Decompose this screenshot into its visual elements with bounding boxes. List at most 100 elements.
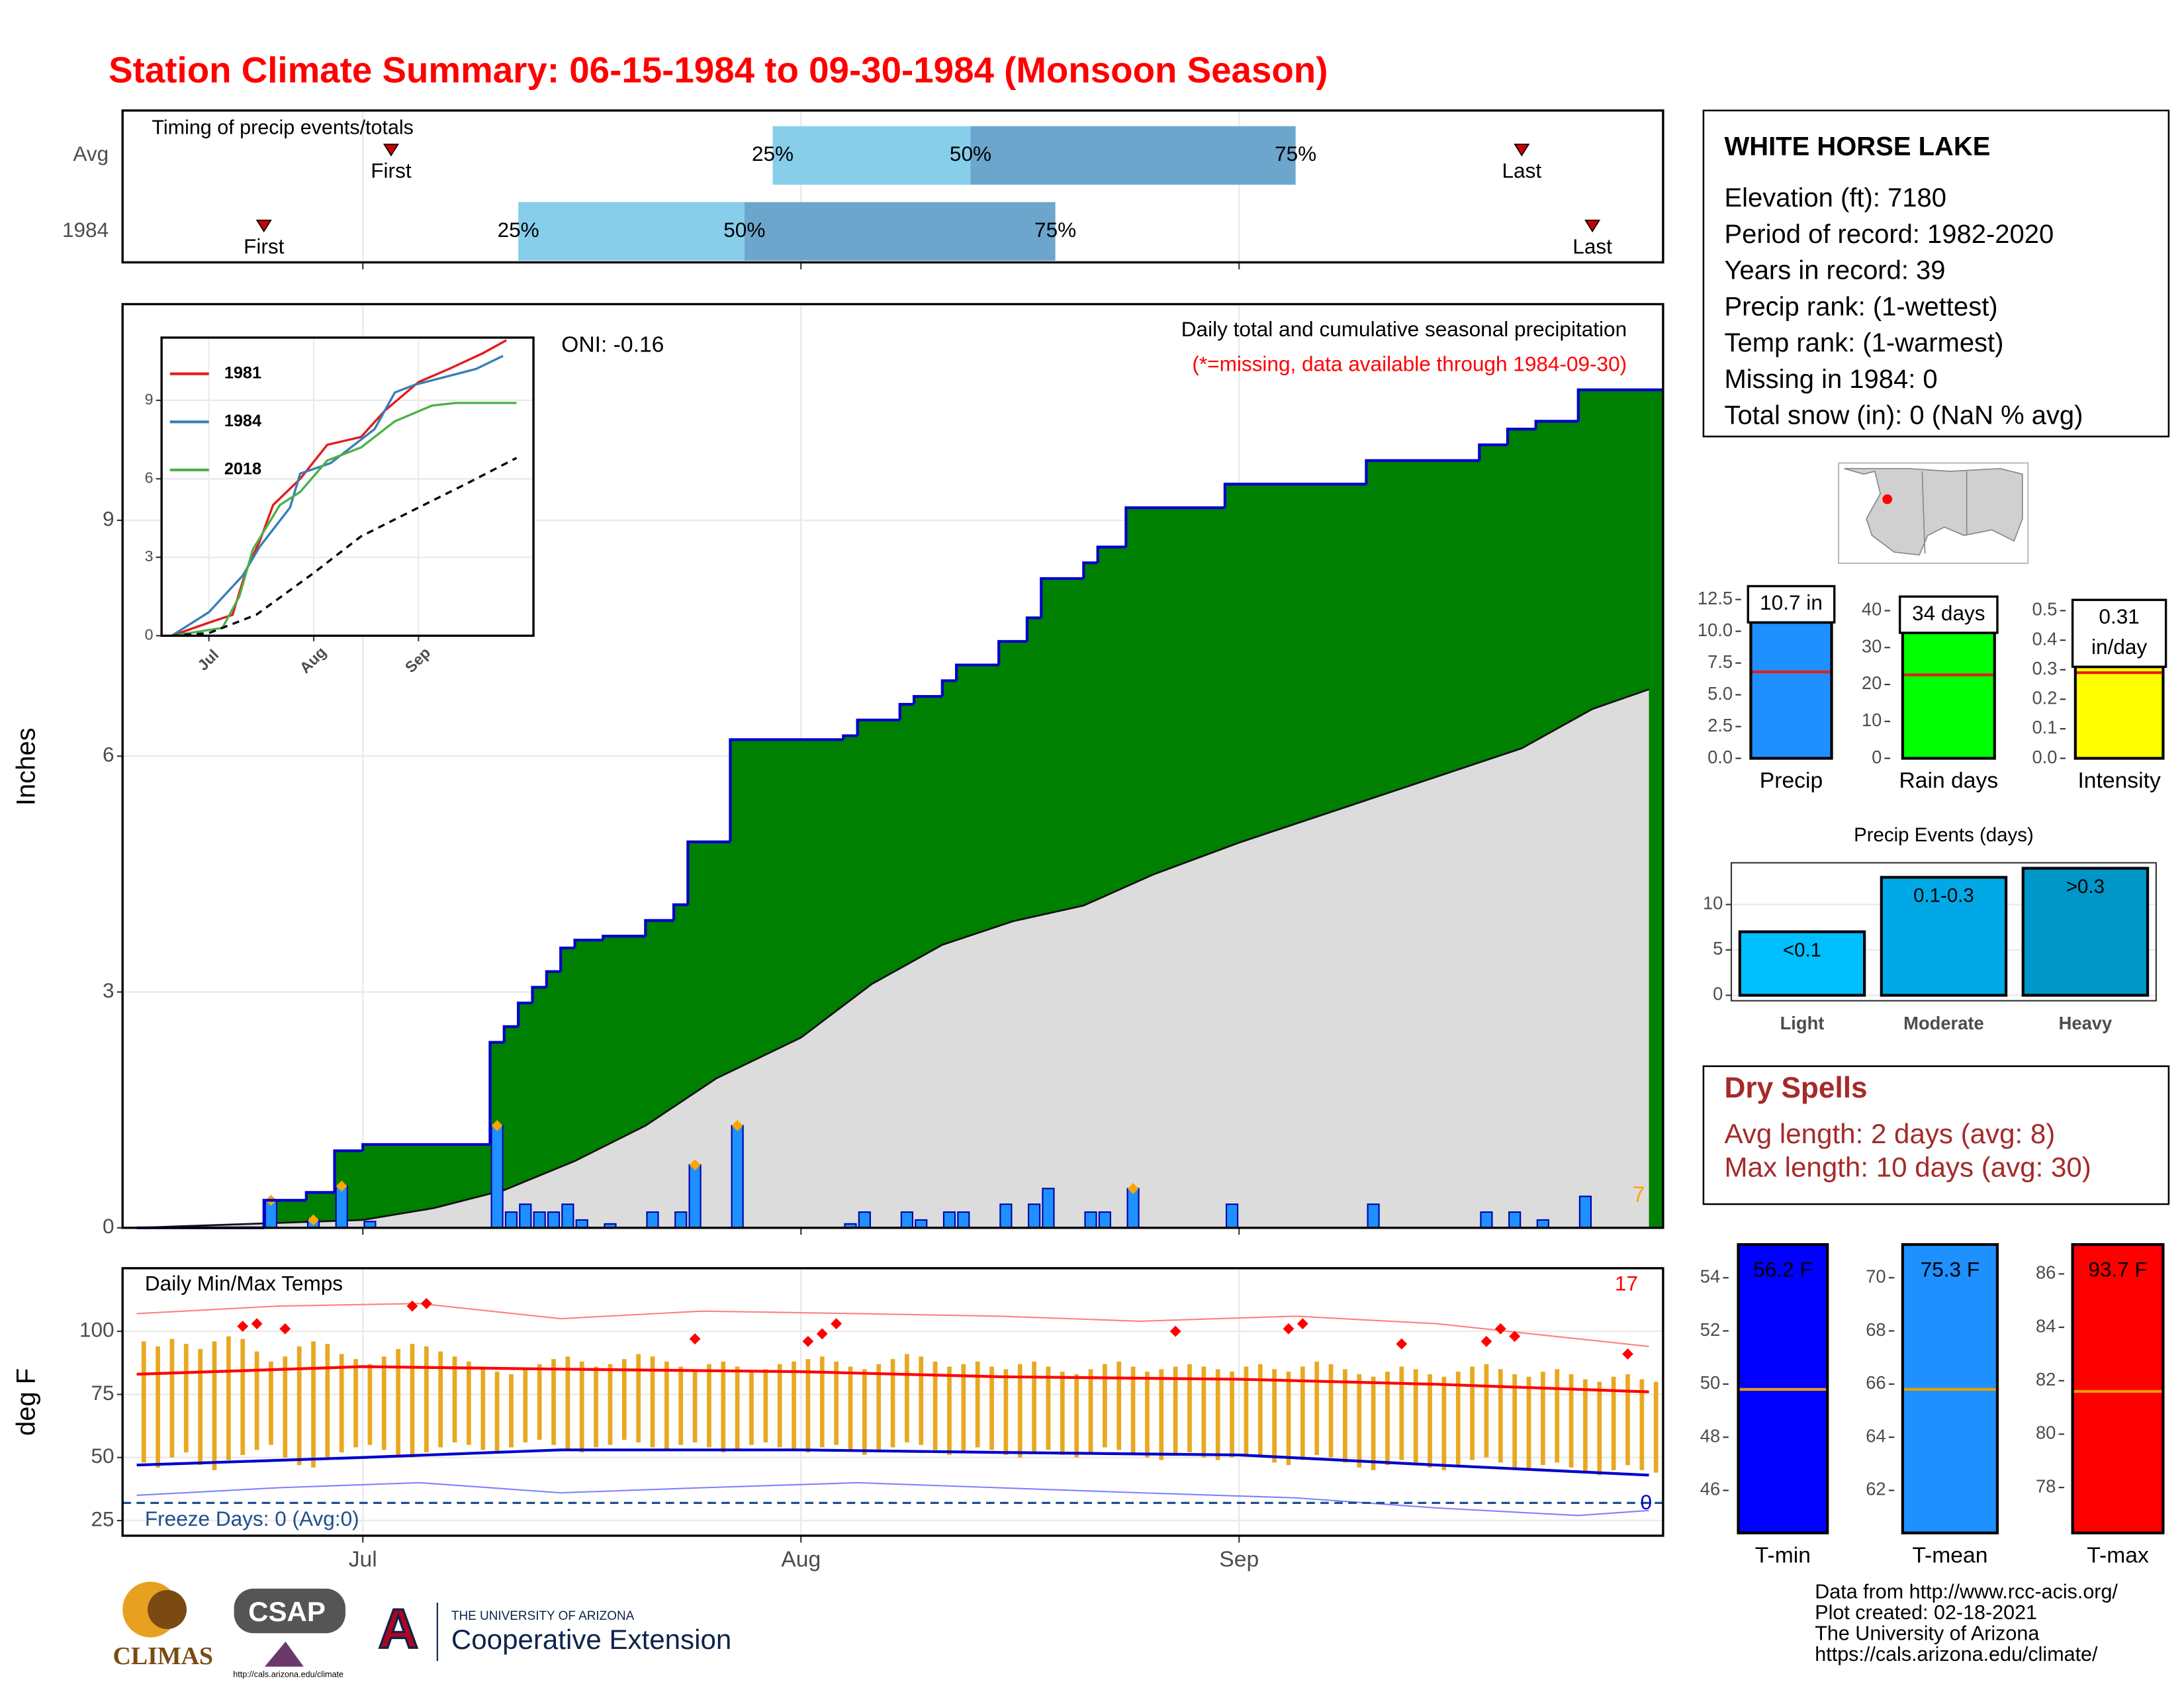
page-title: Station Climate Summary: 06-15-1984 to 0… — [109, 50, 1328, 91]
y-tick-label: 9 — [103, 506, 114, 530]
logo-csap: CSAP — [248, 1596, 326, 1627]
y-tick-label: 10 — [1862, 710, 1882, 730]
category-label: Heavy — [2059, 1013, 2113, 1033]
daily-bar — [900, 1211, 913, 1229]
cumulative-step — [1365, 459, 1480, 485]
y-tick-label: 40 — [1862, 599, 1882, 620]
station-line: Precip rank: (1-wettest) — [1724, 292, 1997, 321]
cumulative-step — [955, 663, 999, 681]
timing-frame — [121, 109, 1664, 264]
cumulative-step — [1478, 443, 1508, 461]
quantile-label: 75% — [1034, 218, 1076, 242]
y-tick-label: 9 — [145, 391, 154, 408]
y-tick-label: 70 — [1866, 1266, 1886, 1286]
bar — [2071, 1243, 2165, 1534]
cumulative-step — [602, 935, 646, 941]
logo-university: THE UNIVERSITY OF ARIZONA — [451, 1609, 635, 1623]
quantile-label: 50% — [723, 218, 765, 242]
y-tick-label: 0 — [1713, 984, 1723, 1004]
bar — [1901, 631, 1996, 760]
series-line — [171, 355, 504, 637]
y-tick-label: 0 — [103, 1214, 114, 1238]
bar-frame — [1730, 862, 2157, 1002]
credit-line: The University of Arizona — [1815, 1622, 2039, 1644]
cumulative-step — [856, 718, 900, 736]
y-tick-label: 50 — [91, 1444, 114, 1468]
y-tick-label: 80 — [2036, 1423, 2056, 1443]
y-tick-label: 10.0 — [1698, 620, 1733, 640]
quantile-label: 50% — [950, 142, 991, 165]
event-label: Last — [1502, 158, 1542, 182]
daily-bar — [1126, 1188, 1140, 1229]
freeze-count: 0 — [1640, 1490, 1652, 1514]
event-marker — [383, 144, 399, 157]
y-tick-label: 46 — [1700, 1479, 1720, 1499]
dry-spells-lines: Avg length: 2 days (avg: 8)Max length: 1… — [1724, 1118, 2091, 1183]
daily-bar — [957, 1211, 970, 1229]
y-tick-label: 0.5 — [2032, 599, 2057, 620]
daily-bar — [519, 1203, 532, 1229]
value-label: 10.7 in — [1760, 590, 1823, 614]
record-marker — [1297, 1318, 1308, 1330]
value-label: 0.31 — [2099, 604, 2139, 628]
record-low-line — [136, 1481, 1649, 1517]
y-tick-label: 62 — [1866, 1479, 1886, 1499]
dry-spell-line: Max length: 10 days (avg: 30) — [1724, 1152, 2091, 1183]
timing-bar-late — [970, 126, 1296, 185]
cumulative-step — [1040, 577, 1084, 618]
y-tick-label: 0.0 — [2032, 747, 2057, 767]
record-marker — [802, 1335, 814, 1347]
daily-bar — [942, 1211, 956, 1229]
y-tick-label: 0.2 — [2032, 688, 2057, 708]
series-line — [171, 457, 518, 637]
record-marker — [1622, 1348, 1633, 1360]
daily-bar — [1042, 1188, 1055, 1229]
station-lines: Elevation (ft): 7180 Period of record: 19… — [1724, 183, 2083, 430]
legend-label: 1981 — [224, 363, 261, 382]
cumulative-step — [1576, 388, 1663, 422]
station-line: Total snow (in): 0 (NaN % avg) — [1724, 401, 2083, 430]
y-tick-label: 0.0 — [1707, 747, 1733, 767]
bar — [2073, 665, 2165, 760]
logo-climas: CLIMAS — [113, 1642, 213, 1670]
climas-emblem — [148, 1590, 187, 1629]
credit-line: Data from http://www.rcc-acis.org/ — [1815, 1580, 2118, 1603]
y-tick-label: 54 — [1700, 1266, 1720, 1286]
cumulative-step — [573, 939, 604, 949]
timing-bar-early — [518, 202, 745, 261]
y-tick-label: 0.1 — [2032, 717, 2057, 737]
daily-bar — [1084, 1211, 1097, 1229]
y-tick-label: 30 — [1862, 635, 1882, 656]
cumulative-step — [545, 970, 561, 988]
y-tick-label: 64 — [1866, 1425, 1886, 1446]
y-tick-label: 0 — [1872, 747, 1882, 767]
inset-frame — [160, 336, 535, 637]
value-label: 34 days — [1912, 601, 1985, 625]
station-line: Missing in 1984: 0 — [1724, 365, 1937, 394]
daily-bar — [575, 1219, 588, 1229]
y-tick-label: 78 — [2036, 1476, 2056, 1496]
daily-bar — [915, 1219, 928, 1229]
daily-bar — [504, 1211, 518, 1229]
station-line: Years in record: 39 — [1724, 256, 1945, 285]
row-label: Avg — [73, 142, 109, 165]
freeze-label: Freeze Days: 0 (Avg:0) — [145, 1507, 359, 1530]
y-tick-label: 5.0 — [1707, 683, 1733, 704]
quantile-label: 75% — [1275, 142, 1316, 165]
category-label: Precip — [1760, 769, 1823, 793]
record-marker — [831, 1318, 842, 1330]
event-label: First — [244, 234, 285, 258]
record-marker — [1169, 1325, 1181, 1337]
y-axis-title: deg F — [12, 1368, 41, 1436]
category-label: T-mean — [1912, 1543, 1987, 1568]
row-label: 1984 — [62, 218, 109, 242]
station-name: WHITE HORSE LAKE — [1724, 132, 1990, 161]
cumulative-step — [361, 1143, 490, 1151]
record-marker — [308, 1214, 319, 1226]
csap-mountain — [264, 1641, 304, 1667]
daily-bar — [1536, 1219, 1549, 1229]
y-tick-label: 0.3 — [2032, 658, 2057, 679]
record-count: 17 — [1615, 1271, 1638, 1295]
station-line: Elevation (ft): 7180 — [1724, 183, 1946, 212]
y-tick-label: 7.5 — [1707, 651, 1733, 672]
